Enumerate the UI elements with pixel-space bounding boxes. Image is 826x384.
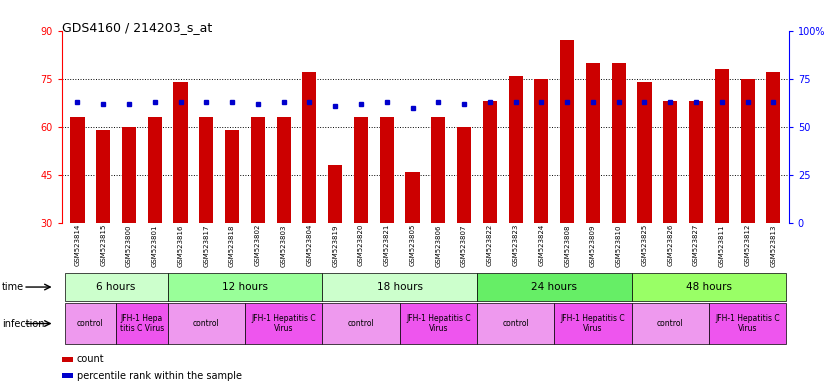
Bar <box>663 101 677 319</box>
Bar <box>714 69 729 319</box>
Bar <box>122 127 136 319</box>
Text: control: control <box>502 319 529 328</box>
Text: control: control <box>657 319 684 328</box>
Text: 12 hours: 12 hours <box>222 282 268 292</box>
Bar <box>173 82 188 319</box>
Bar <box>406 172 420 319</box>
Bar <box>96 130 111 319</box>
Text: time: time <box>2 282 24 292</box>
Bar <box>534 79 548 319</box>
Bar <box>251 117 265 319</box>
Bar <box>740 79 755 319</box>
Text: JFH-1 Hepa
titis C Virus: JFH-1 Hepa titis C Virus <box>120 314 164 333</box>
Text: 48 hours: 48 hours <box>686 282 732 292</box>
Bar <box>302 72 316 319</box>
Bar <box>431 117 445 319</box>
Bar <box>611 63 626 319</box>
Bar <box>638 82 652 319</box>
Text: count: count <box>77 354 104 364</box>
Bar <box>225 130 240 319</box>
Text: infection: infection <box>2 318 44 329</box>
Bar <box>689 101 703 319</box>
Text: control: control <box>77 319 104 328</box>
Bar <box>70 117 84 319</box>
Bar <box>767 72 781 319</box>
Bar <box>560 40 574 319</box>
Bar <box>380 117 394 319</box>
Text: JFH-1 Hepatitis C
Virus: JFH-1 Hepatitis C Virus <box>251 314 316 333</box>
Bar <box>277 117 291 319</box>
Text: 18 hours: 18 hours <box>377 282 423 292</box>
Bar <box>328 165 342 319</box>
Text: control: control <box>193 319 220 328</box>
Bar <box>509 76 523 319</box>
Bar <box>148 117 162 319</box>
Bar <box>199 117 213 319</box>
Text: JFH-1 Hepatitis C
Virus: JFH-1 Hepatitis C Virus <box>561 314 625 333</box>
Text: JFH-1 Hepatitis C
Virus: JFH-1 Hepatitis C Virus <box>715 314 780 333</box>
Bar <box>457 127 471 319</box>
Bar <box>354 117 368 319</box>
Text: 6 hours: 6 hours <box>97 282 135 292</box>
Text: GDS4160 / 214203_s_at: GDS4160 / 214203_s_at <box>62 21 212 34</box>
Bar <box>586 63 600 319</box>
Bar <box>482 101 497 319</box>
Text: percentile rank within the sample: percentile rank within the sample <box>77 371 242 381</box>
Text: 24 hours: 24 hours <box>531 282 577 292</box>
Text: control: control <box>348 319 374 328</box>
Text: JFH-1 Hepatitis C
Virus: JFH-1 Hepatitis C Virus <box>406 314 471 333</box>
